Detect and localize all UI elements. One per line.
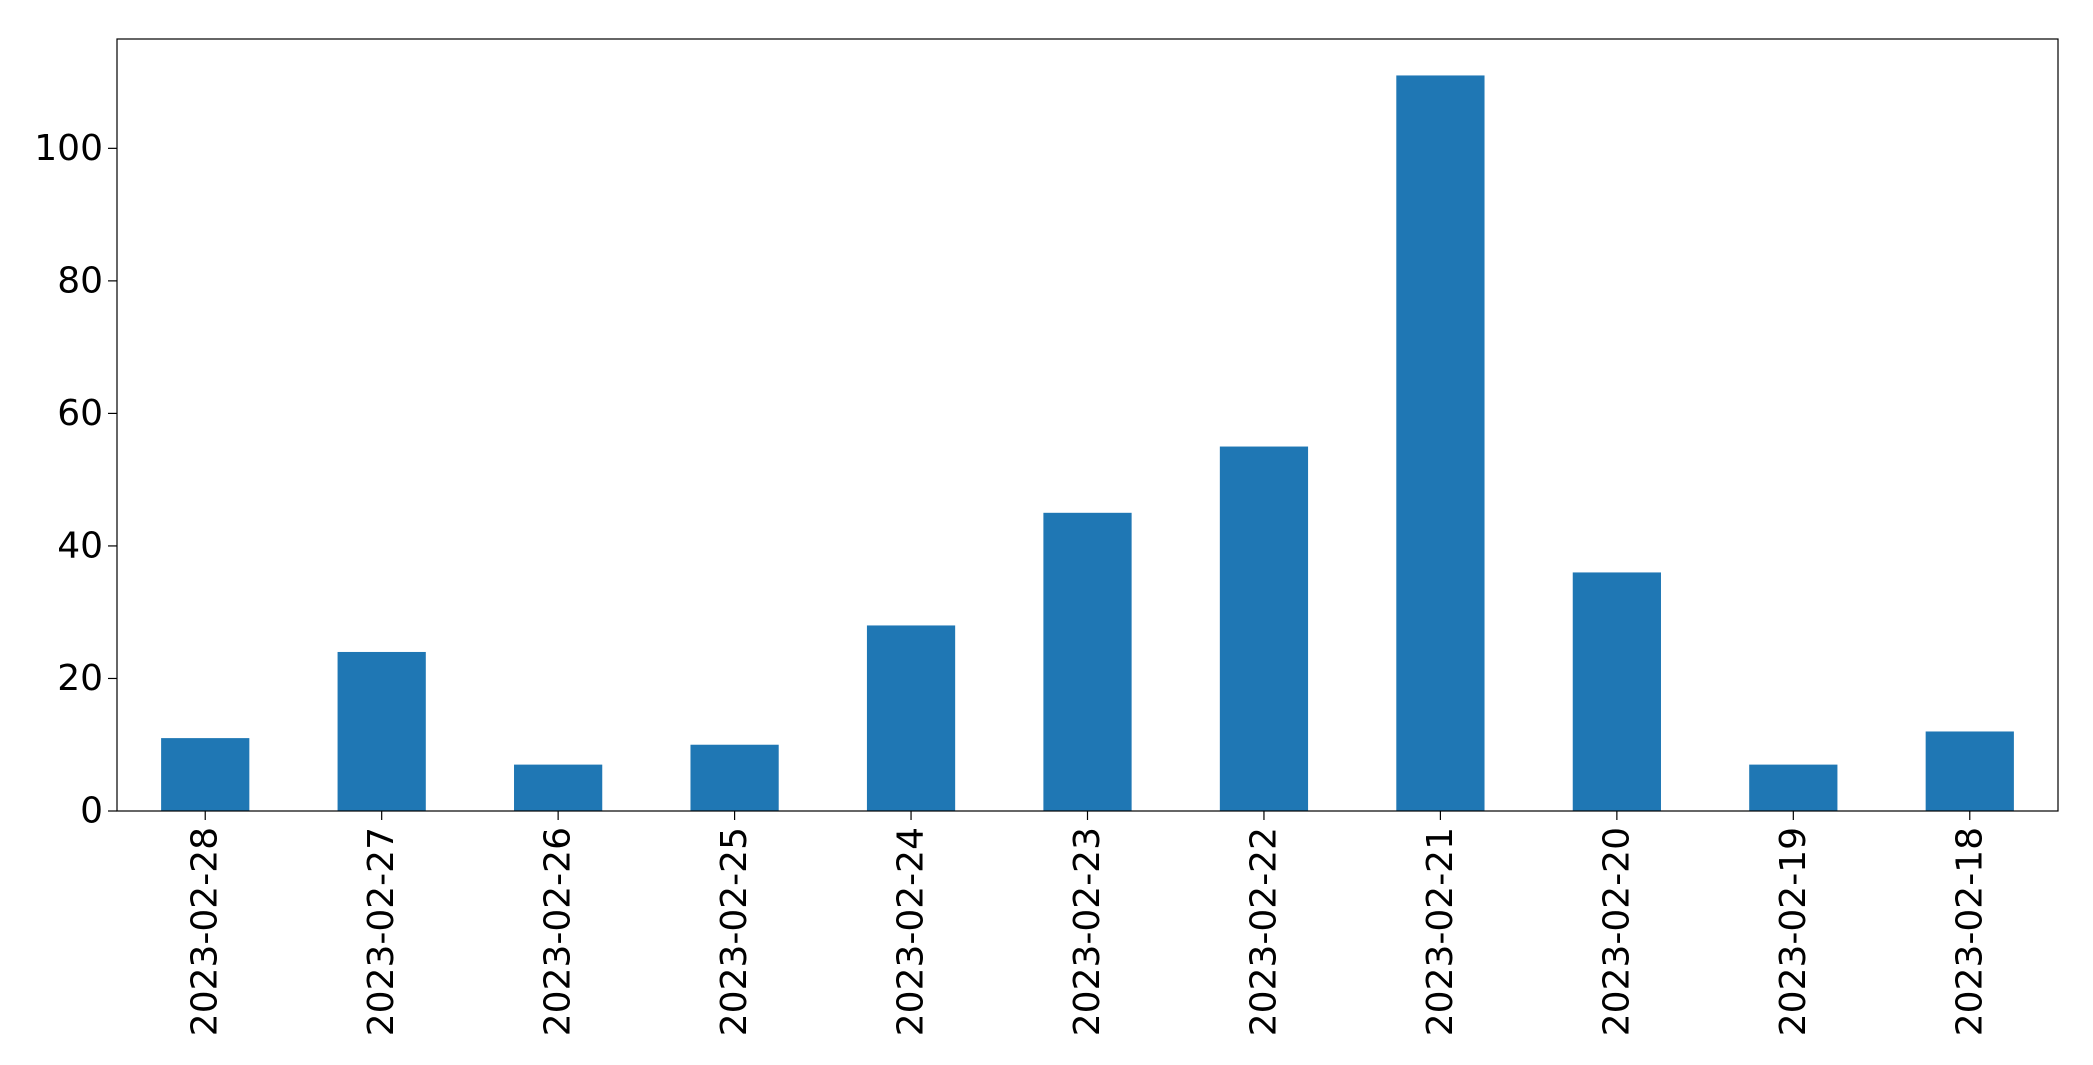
bar-2023-02-27 (337, 651, 426, 811)
x-tick-label: 2023-02-18 (1949, 827, 1990, 1036)
y-axis: 0 20 40 60 80 100 (34, 128, 117, 832)
x-tick-label: 2023-02-19 (1773, 827, 1814, 1036)
x-tick-label: 2023-02-22 (1243, 827, 1284, 1036)
x-tick-label: 2023-02-28 (185, 827, 226, 1036)
x-axis: 2023-02-28 2023-02-27 2023-02-26 2023-02-25… (185, 811, 1990, 1036)
bar-2023-02-25 (690, 744, 779, 811)
y-tick-label: 0 (80, 791, 103, 832)
bar-2023-02-22 (1219, 446, 1309, 811)
bars-layer (161, 75, 2014, 811)
x-tick-label: 2023-02-24 (891, 827, 932, 1036)
x-tick-label: 2023-02-27 (361, 827, 402, 1036)
y-tick-label: 80 (57, 260, 103, 301)
bar-2023-02-20 (1572, 572, 1661, 811)
bar-2023-02-24 (866, 625, 956, 811)
y-tick-label: 20 (57, 658, 103, 699)
y-tick-label: 100 (34, 128, 103, 169)
bar-2023-02-19 (1749, 764, 1838, 811)
x-tick-label: 2023-02-23 (1067, 827, 1108, 1036)
x-tick-label: 2023-02-21 (1420, 827, 1461, 1036)
bar-2023-02-21 (1396, 75, 1485, 811)
x-tick-label: 2023-02-20 (1596, 827, 1637, 1036)
y-tick-label: 60 (57, 393, 103, 434)
y-tick-label: 40 (57, 525, 103, 566)
bar-2023-02-28 (161, 738, 250, 811)
bar-2023-02-23 (1043, 512, 1132, 811)
x-tick-label: 2023-02-25 (714, 827, 755, 1036)
bar-2023-02-18 (1925, 731, 2014, 811)
bar-2023-02-26 (514, 764, 603, 811)
x-tick-label: 2023-02-26 (538, 827, 579, 1036)
